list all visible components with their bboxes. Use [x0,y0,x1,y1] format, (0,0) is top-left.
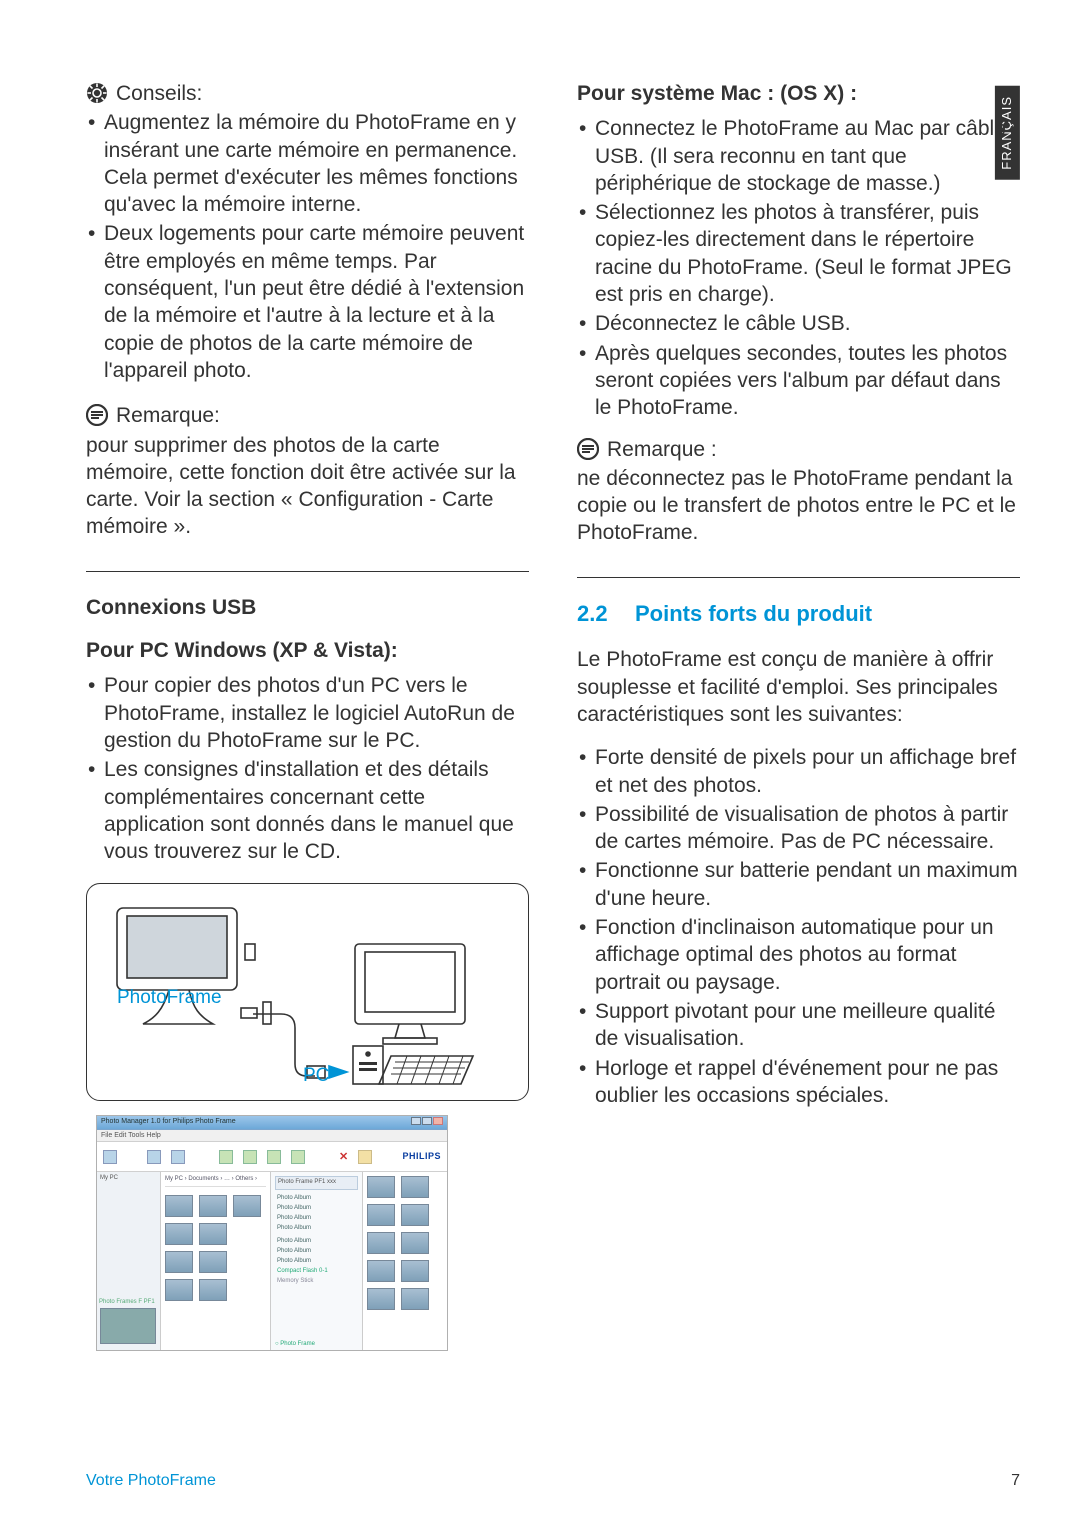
diagram-pc-label: PC [303,1064,329,1089]
ss-tool-icon [171,1150,185,1164]
list-item: Horloge et rappel d'événement pour ne pa… [577,1055,1020,1110]
ss-cp-item: Photo Album [275,1224,358,1234]
note-text: pour supprimer des photos de la carte mé… [86,432,529,541]
ss-lp-device: Photo Frames F PF1 [99,1299,155,1307]
list-item: Connectez le PhotoFrame au Mac par câble… [577,115,1020,197]
right-column: Pour système Mac : (OS X) : Connectez le… [577,80,1020,1351]
ss-tool-icon [219,1150,233,1164]
ss-right-pane [363,1172,447,1350]
list-item: Forte densité de pixels pour un affichag… [577,744,1020,799]
ss-center-pane: Photo Frame PF1 xxx Photo Album Photo Al… [271,1172,363,1350]
ss-brand: PHILIPS [402,1151,441,1163]
ss-tool-icon [267,1150,281,1164]
ss-center-header: Photo Frame PF1 xxx [275,1176,358,1190]
note-icon [86,404,108,426]
ss-body: My PC Photo Frames F PF1 My PC › Documen… [97,1172,447,1350]
tips-icon [86,82,108,104]
ss-left-pane: My PC Photo Frames F PF1 [97,1172,161,1350]
ss-tool-icon [291,1150,305,1164]
ss-menubar: File Edit Tools Help [97,1130,447,1142]
mac-list: Connectez le PhotoFrame au Mac par câble… [577,115,1020,421]
list-item: Fonction d'inclinaison automatique pour … [577,914,1020,996]
section-title: Points forts du produit [635,601,872,626]
list-item: Fonctionne sur batterie pendant un maxim… [577,857,1020,912]
ss-tool-icon [147,1150,161,1164]
list-item: Sélectionnez les photos à transférer, pu… [577,199,1020,308]
note-icon [577,438,599,460]
section-number: 2.2 [577,600,635,629]
ss-bottom-sel: ○ Photo Frame [275,1341,315,1349]
section-intro: Le PhotoFrame est conçu de manière à off… [577,646,1020,728]
connection-diagram: PhotoFrame PC [86,883,529,1101]
ss-cp-item: Photo Album [275,1247,358,1257]
ss-cp-item: Photo Album [275,1237,358,1247]
ss-cp-item: Photo Album [275,1194,358,1204]
diagram-photoframe-label: PhotoFrame [117,986,222,1011]
tips-list: Augmentez la mémoire du PhotoFrame en y … [86,109,529,384]
page: Conseils: Augmentez la mémoire du PhotoF… [0,0,1080,1351]
list-item: Les consignes d'installation et des déta… [86,756,529,865]
page-footer: Votre PhotoFrame 7 [86,1471,1020,1492]
tips-header: Conseils: [86,80,529,107]
section-heading: 2.2Points forts du produit [577,600,1020,629]
features-list: Forte densité de pixels pour un affichag… [577,744,1020,1109]
ss-cp-item: Memory Stick [275,1277,358,1287]
list-item: Possibilité de visualisation de photos à… [577,801,1020,856]
ss-toolbar: ✕ PHILIPS [97,1142,447,1172]
note-header-right: Remarque : [577,436,1020,463]
list-item: Support pivotant pour une meilleure qual… [577,998,1020,1053]
list-item: Après quelques secondes, toutes les phot… [577,340,1020,422]
usb-heading: Connexions USB [86,594,529,621]
left-column: Conseils: Augmentez la mémoire du PhotoF… [86,80,529,1351]
note-label: Remarque: [116,402,220,429]
note-label-right: Remarque : [607,436,717,463]
list-item: Pour copier des photos d'un PC vers le P… [86,672,529,754]
ss-titlebar: Photo Manager 1.0 for Philips Photo Fram… [97,1116,447,1130]
ss-window-buttons [410,1117,443,1128]
list-item: Deux logements pour carte mémoire peuven… [86,220,529,384]
footer-left: Votre PhotoFrame [86,1471,216,1492]
note-text-right: ne déconnectez pas le PhotoFrame pendant… [577,465,1020,547]
ss-cp-item: Compact Flash 0-1 [275,1267,358,1277]
note-header: Remarque: [86,402,529,429]
ss-crumb: My PC › Documents › … › Others › [165,1176,266,1187]
ss-lp-thumb [100,1308,156,1344]
windows-list: Pour copier des photos d'un PC vers le P… [86,672,529,865]
ss-mid-pane: My PC › Documents › … › Others › [161,1172,271,1350]
section-rule [86,571,529,572]
windows-heading: Pour PC Windows (XP & Vista): [86,637,529,664]
ss-cp-item: Photo Album [275,1214,358,1224]
ss-delete-icon: ✕ [339,1150,348,1164]
ss-cp-item: Photo Album [275,1204,358,1214]
list-item: Augmentez la mémoire du PhotoFrame en y … [86,109,529,218]
software-screenshot: Photo Manager 1.0 for Philips Photo Fram… [96,1115,448,1351]
ss-title-text: Photo Manager 1.0 for Philips Photo Fram… [101,1117,236,1128]
ss-tool-icon [243,1150,257,1164]
mac-heading: Pour système Mac : (OS X) : [577,80,1020,107]
ss-tool-icon [358,1150,372,1164]
footer-page-number: 7 [1011,1471,1020,1492]
list-item: Déconnectez le câble USB. [577,310,1020,337]
tips-label: Conseils: [116,80,202,107]
ss-cp-item: Photo Album [275,1257,358,1267]
ss-lp-top: My PC [97,1172,160,1186]
section-rule [577,577,1020,578]
ss-tool-icon [103,1150,117,1164]
